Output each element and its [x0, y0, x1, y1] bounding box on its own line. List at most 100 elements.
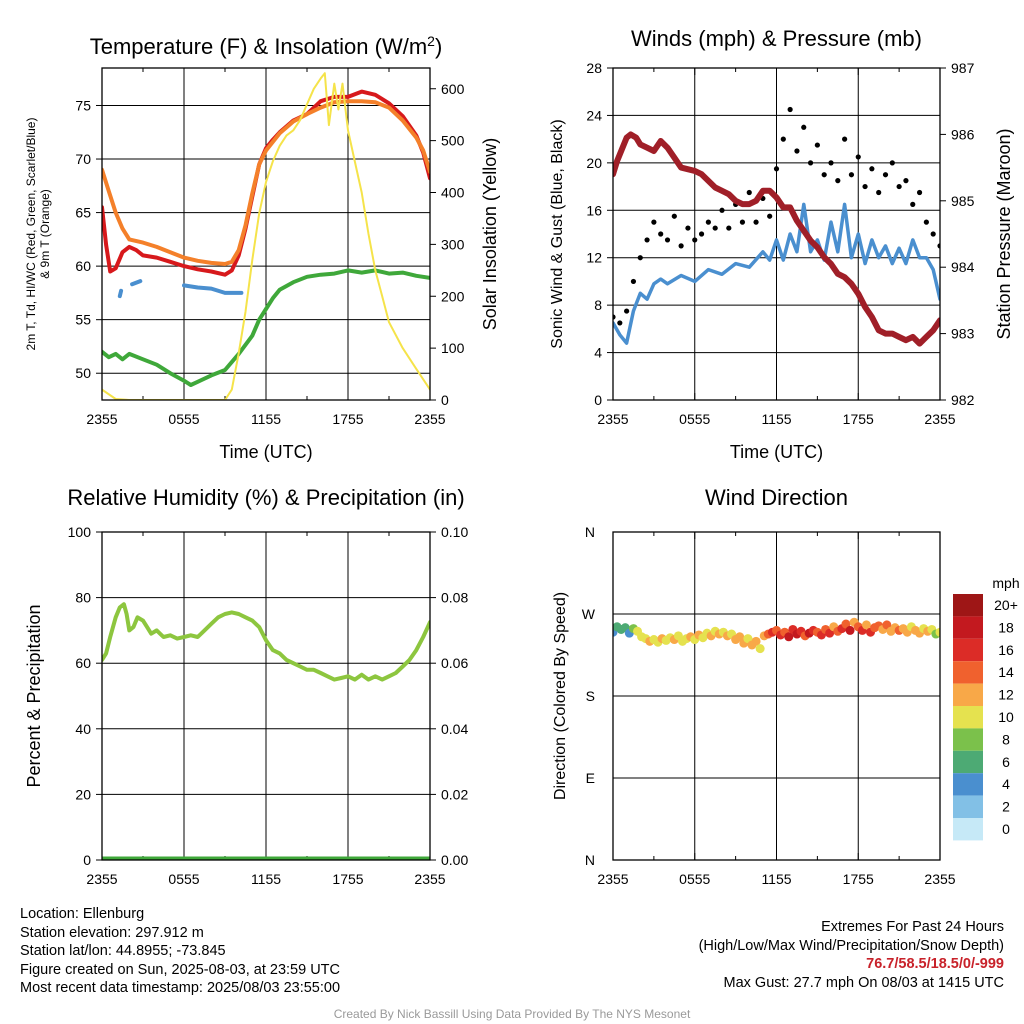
y-tick-label: 24: [586, 107, 602, 123]
y-axis-label: Direction (Colored By Speed): [552, 592, 569, 800]
x-tick-label: 2355: [597, 871, 628, 887]
series-gust-point: [896, 183, 902, 190]
series-gust-point: [916, 189, 923, 196]
y2-tick-label: 987: [951, 60, 975, 76]
chart-title: Temperature (F) & Insolation (W/m2): [90, 33, 443, 59]
series-gust-point: [719, 207, 725, 213]
colorbar-label: 16: [998, 642, 1014, 658]
series-gust-point: [753, 219, 759, 225]
series-gust-point: [814, 142, 820, 148]
y-tick-label: 65: [75, 205, 91, 221]
series-gust-point: [855, 154, 861, 160]
colorbar-label: 12: [998, 687, 1014, 703]
x-axis-label: Time (UTC): [730, 442, 823, 462]
latest-timestamp: Most recent data timestamp: 2025/08/03 2…: [20, 980, 341, 996]
y-tick-label: 100: [68, 524, 92, 540]
series-gust-point: [848, 172, 855, 178]
series-gust-point: [821, 172, 827, 178]
colorbar-swatch: [953, 795, 983, 818]
x-axis-label: Time (UTC): [219, 442, 312, 462]
y-tick-label: 0: [594, 392, 602, 408]
series-hi-wc: [130, 279, 143, 287]
plot-frame: [101, 531, 431, 861]
series-gust-point: [671, 213, 677, 219]
wind-direction-point: [743, 634, 753, 644]
y2-axis-label: Station Pressure (Maroon): [994, 128, 1014, 339]
wind-direction-point: [882, 620, 892, 630]
y-axis-label: Percent & Precipitation: [24, 604, 44, 787]
y2-tick-label: 200: [441, 288, 465, 304]
series-hi-wc: [182, 283, 244, 295]
y2-tick-label: 985: [951, 193, 975, 209]
wind-direction-point: [825, 628, 835, 638]
y2-tick-label: 300: [441, 236, 465, 252]
max-gust: Max Gust: 27.7 mph On 08/03 at 1415 UTC: [723, 974, 1004, 991]
series-relative-humidity: [102, 602, 430, 682]
wind-direction-point: [845, 625, 855, 635]
series-gust-point: [794, 148, 800, 154]
extremes-panel: Extremes For Past 24 Hours (High/Low/Max…: [699, 918, 1004, 992]
series-td: [102, 268, 430, 387]
chart-title: Relative Humidity (%) & Precipitation (i…: [67, 485, 464, 510]
y2-tick-label: 400: [441, 185, 465, 201]
chart-panel-3: Relative Humidity (%) & Precipitation (i…: [24, 485, 468, 887]
y-tick-label: 28: [586, 60, 602, 76]
y-tick-label: 20: [75, 786, 91, 802]
series-gust-point: [644, 237, 650, 243]
x-tick-label: 0555: [679, 411, 710, 427]
y-tick-label: E: [586, 770, 595, 786]
colorbar-swatch: [953, 773, 983, 796]
y-tick-label: 75: [75, 97, 91, 113]
y-tick-label: 0: [83, 852, 91, 868]
series-gust-point: [910, 201, 916, 207]
colorbar-label: 20+: [994, 597, 1018, 613]
wind-direction-point: [784, 632, 794, 642]
plot-area: [613, 106, 940, 347]
x-tick-label: 0555: [168, 871, 199, 887]
wind-direction-point: [751, 636, 761, 646]
series-gust-point: [869, 166, 875, 172]
series-gust-point: [726, 225, 732, 231]
x-tick-label: 1755: [843, 871, 874, 887]
y2-tick-label: 600: [441, 81, 465, 97]
y2-tick-label: 0.02: [441, 786, 468, 802]
series-gust-point: [787, 106, 793, 113]
y2-axis-label: Solar Insolation (Yellow): [480, 138, 500, 330]
colorbar-label: 0: [1002, 821, 1010, 837]
series-solar-insolation: [102, 72, 430, 400]
y-tick-label: 16: [586, 202, 602, 218]
series-gust-point: [773, 166, 780, 172]
y-tick-label: N: [585, 852, 595, 868]
x-tick-label: 1155: [251, 871, 281, 887]
series-gust-point: [692, 237, 698, 243]
station-location: Location: Ellenburg: [20, 906, 145, 922]
station-info: Location: Ellenburg Station elevation: 2…: [20, 905, 340, 998]
series-gust-point: [930, 231, 936, 237]
plot-area: [613, 617, 940, 654]
colorbar-swatch: [953, 706, 983, 729]
colorbar-swatch: [953, 818, 983, 841]
credit-line: Created By Nick Bassill Using Data Provi…: [333, 1007, 691, 1021]
chart-title: Wind Direction: [705, 485, 848, 510]
y-tick-label: 80: [75, 590, 91, 606]
series-gust-point: [767, 213, 773, 219]
y-tick-label: 20: [586, 155, 602, 171]
series-gust-point: [801, 124, 807, 130]
chart-title: Winds (mph) & Pressure (mb): [631, 26, 922, 51]
y-tick-label: 70: [75, 151, 91, 167]
x-tick-label: 1155: [761, 411, 791, 427]
series-gust-point: [617, 320, 623, 326]
colorbar-label: 4: [1002, 776, 1010, 792]
colorbar-label: 10: [998, 709, 1014, 725]
series-gust-point: [889, 160, 895, 166]
y2-tick-label: 100: [441, 340, 465, 356]
x-tick-label: 1755: [843, 411, 874, 427]
plot-area: [102, 72, 430, 400]
plot-frame: [101, 67, 431, 401]
colorbar-title: mph: [992, 575, 1019, 591]
y-tick-label: 40: [75, 721, 91, 737]
colorbar-swatch: [953, 594, 983, 617]
series-gust-point: [651, 219, 657, 225]
colorbar-label: 14: [998, 664, 1014, 680]
